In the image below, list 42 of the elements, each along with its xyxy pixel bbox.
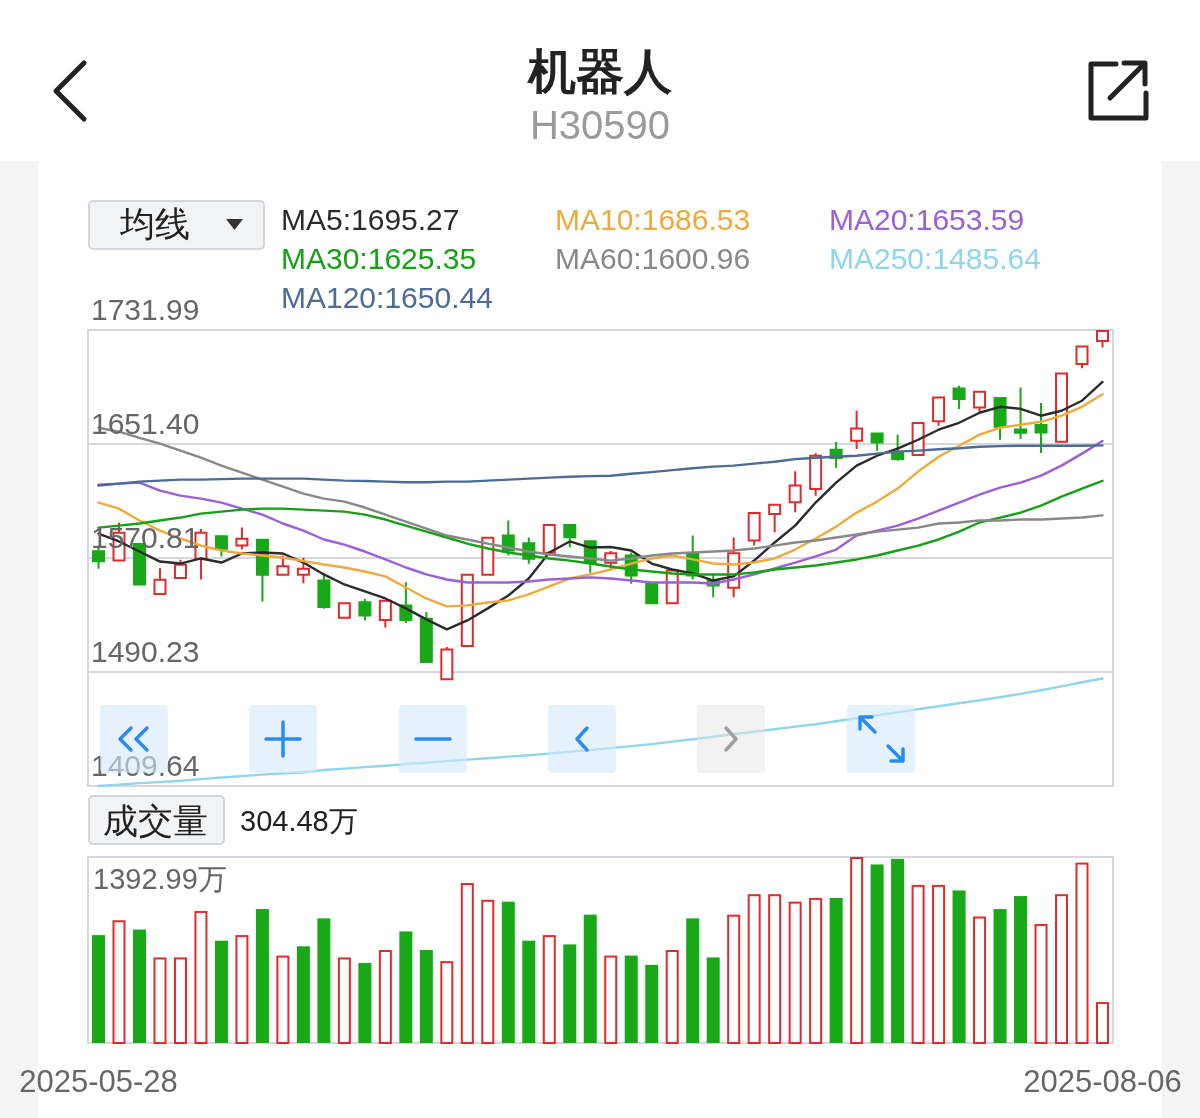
text: MA20:1653.59 xyxy=(829,203,1025,236)
bar xyxy=(563,944,577,1043)
bar xyxy=(993,909,1007,1043)
legend-title: 均线 xyxy=(119,204,190,243)
legend-label: MA5:1695.27 xyxy=(281,203,460,236)
y-tick-label: 1490.23 xyxy=(91,635,200,668)
text: MA250:1485.64 xyxy=(829,242,1041,275)
bar xyxy=(624,955,638,1043)
chart-title: 成交量 xyxy=(103,801,208,840)
y-tick-label: 1731.99 xyxy=(91,293,200,326)
bar xyxy=(214,940,228,1043)
bar xyxy=(419,950,433,1043)
bar xyxy=(706,957,720,1043)
x-tick-label: 2025-05-28 xyxy=(19,1064,178,1099)
bar xyxy=(645,964,659,1043)
chart-subtitle: H30590 xyxy=(529,103,671,147)
annotation: 1392.99万 xyxy=(93,863,227,895)
bar xyxy=(399,931,413,1043)
x-tick-label: 2025-08-06 xyxy=(1023,1064,1182,1099)
y-tick-label: 1651.40 xyxy=(91,407,200,440)
bar xyxy=(501,901,515,1043)
bar xyxy=(829,897,843,1043)
bar xyxy=(870,864,884,1043)
text: 304.48万 xyxy=(240,805,358,837)
bar xyxy=(92,935,105,1043)
bar xyxy=(1014,896,1028,1043)
bar xyxy=(952,890,966,1043)
bar xyxy=(255,909,269,1043)
bar xyxy=(891,858,905,1043)
text: MA60:1600.96 xyxy=(555,242,751,275)
text: MA120:1650.44 xyxy=(281,281,493,314)
bar xyxy=(317,918,331,1043)
bar xyxy=(296,946,310,1043)
y-tick-label: 1409.64 xyxy=(91,749,200,782)
bar xyxy=(522,940,536,1043)
chart-title: 机器人 xyxy=(526,45,672,98)
bar xyxy=(132,929,146,1043)
bar xyxy=(583,914,597,1043)
text: MA10:1686.53 xyxy=(555,203,751,236)
bar xyxy=(686,918,700,1043)
text: MA30:1625.35 xyxy=(281,242,477,275)
bar xyxy=(358,963,372,1043)
